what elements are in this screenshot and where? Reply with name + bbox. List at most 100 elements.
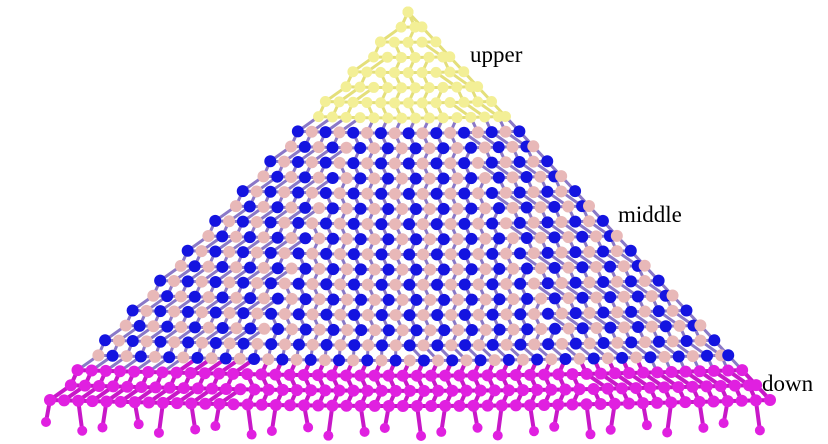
atom: [680, 335, 693, 348]
atom: [347, 66, 359, 78]
atom: [78, 379, 91, 392]
atom: [529, 426, 539, 437]
atom: [610, 245, 623, 258]
atom: [541, 246, 554, 259]
atom: [285, 323, 298, 336]
atom: [298, 140, 311, 153]
atom: [438, 324, 451, 337]
atom: [509, 369, 522, 382]
atom: [292, 186, 305, 199]
atom: [610, 229, 623, 242]
atom: [576, 291, 589, 304]
atom: [327, 263, 340, 276]
atom: [375, 187, 388, 200]
atom: [396, 112, 408, 124]
atom: [355, 324, 368, 337]
atom: [439, 399, 452, 412]
atom: [714, 379, 727, 392]
atom: [472, 278, 485, 291]
atom: [506, 140, 519, 153]
atom: [354, 81, 366, 93]
atom: [750, 379, 763, 392]
atom: [333, 96, 345, 108]
atom: [425, 369, 438, 382]
atom: [368, 112, 380, 124]
atom: [431, 309, 444, 322]
atom: [417, 278, 430, 291]
atom: [227, 367, 240, 380]
atom: [465, 141, 477, 154]
atom: [472, 339, 485, 352]
atom: [93, 379, 106, 392]
atom: [333, 217, 346, 230]
atom: [368, 263, 381, 276]
atom: [549, 421, 560, 432]
atom: [728, 379, 741, 392]
atom: [181, 244, 194, 257]
atom: [416, 67, 428, 79]
atom: [326, 111, 338, 123]
atom: [320, 308, 333, 321]
atom: [535, 323, 548, 336]
atom: [251, 276, 264, 289]
atom: [389, 218, 402, 231]
atom: [395, 21, 407, 33]
atom: [156, 396, 169, 409]
atom: [467, 399, 480, 412]
atom: [154, 274, 167, 287]
atom: [552, 398, 565, 411]
atom: [493, 202, 505, 215]
atom: [161, 290, 174, 303]
atom: [264, 155, 277, 168]
atom: [271, 292, 284, 305]
atom: [237, 246, 250, 259]
atom: [416, 218, 429, 231]
atom: [375, 309, 388, 322]
atom: [472, 96, 484, 108]
atom: [195, 306, 208, 319]
atom: [354, 172, 367, 185]
atom: [514, 247, 526, 260]
atom: [527, 155, 540, 168]
atom: [534, 201, 547, 214]
atom: [285, 140, 297, 153]
atom: [243, 200, 256, 213]
atom: [444, 187, 457, 200]
atom: [666, 335, 679, 348]
atom: [611, 275, 624, 288]
atom: [395, 142, 408, 155]
atom: [223, 306, 236, 319]
atom: [597, 306, 610, 319]
atom: [662, 427, 673, 438]
atom: [305, 156, 318, 169]
atom: [507, 293, 520, 306]
atom: [618, 321, 631, 334]
atom: [594, 398, 607, 411]
atom: [472, 156, 484, 169]
atom: [583, 215, 596, 228]
atom: [257, 200, 270, 213]
atom: [625, 305, 638, 318]
atom: [707, 395, 720, 408]
atom: [528, 338, 541, 351]
atom: [107, 380, 120, 393]
atom: [368, 293, 381, 306]
atom: [320, 217, 332, 230]
atom: [128, 396, 141, 409]
atom: [184, 366, 197, 379]
atom: [362, 339, 375, 352]
atom: [271, 170, 284, 183]
atom: [313, 111, 325, 123]
atom: [147, 289, 160, 302]
atom: [323, 430, 334, 441]
atom: [306, 338, 319, 351]
atom: [499, 125, 512, 138]
atom: [562, 322, 575, 335]
atom: [486, 338, 499, 351]
atom: [672, 381, 685, 394]
atom: [140, 335, 153, 348]
atom: [486, 187, 498, 200]
atom: [361, 217, 374, 230]
atom: [216, 321, 229, 334]
atom: [175, 290, 187, 303]
